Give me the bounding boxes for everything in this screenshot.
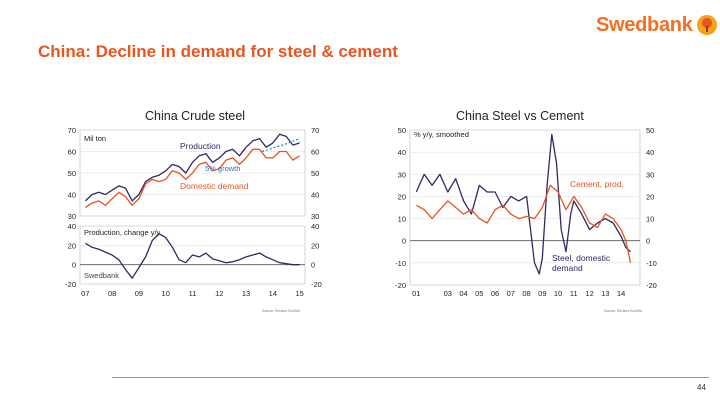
x-tick-label: 04: [459, 289, 467, 298]
y-tick-label: 20: [311, 241, 319, 250]
x-tick-label: 09: [135, 289, 143, 298]
logo-text: Swedbank: [596, 13, 693, 36]
x-tick-label: 05: [475, 289, 483, 298]
y-tick-label: -20: [311, 280, 322, 289]
y-tick-label: -20: [65, 280, 76, 289]
y-tick-label: 30: [398, 170, 406, 179]
y-tick-label: 50: [398, 126, 406, 135]
y-tick-label: 40: [311, 191, 319, 200]
y-tick-label: 40: [68, 222, 76, 231]
x-tick-label: 08: [108, 289, 116, 298]
swedbank-logo: Swedbank: [596, 10, 718, 40]
y-tick-label: 10: [398, 215, 406, 224]
oak-tree-icon: [696, 15, 717, 35]
label-5pct-growth: 5% growth: [205, 164, 240, 173]
y-tick-label: 40: [68, 191, 76, 200]
x-tick-label: 09: [538, 289, 546, 298]
y-tick-label: 0: [311, 261, 315, 270]
x-tick-label: 14: [617, 289, 625, 298]
y-tick-label: 10: [646, 215, 654, 224]
right-panel: [409, 129, 641, 286]
y-tick-label: -20: [395, 281, 406, 290]
right-ylabel: % y/y, smoothed: [414, 130, 469, 139]
footer-divider: [112, 377, 709, 378]
x-tick-label: 01: [412, 289, 420, 298]
y-tick-label: 30: [646, 170, 654, 179]
y-tick-label: 0: [402, 237, 406, 246]
left-top-y-ticks-right: 30 40 50 60 70: [311, 126, 319, 221]
y-tick-label: -10: [395, 259, 406, 268]
watermark-swedbank: Swedbank: [84, 271, 119, 280]
x-tick-label: 03: [444, 289, 452, 298]
right-y-ticks-right: -20 -10 0 10 20 30 40 50: [646, 126, 657, 290]
page-number: 44: [697, 383, 706, 392]
left-bottom-y-ticks-right: -20 0 20 40: [311, 222, 322, 289]
x-tick-label: 07: [81, 289, 89, 298]
y-tick-label: 40: [646, 148, 654, 157]
x-tick-label: 13: [242, 289, 250, 298]
y-tick-label: 30: [311, 212, 319, 221]
left-bottom-grid: [80, 225, 305, 285]
x-tick-label: 10: [162, 289, 170, 298]
y-tick-label: 40: [398, 148, 406, 157]
y-tick-label: 0: [646, 237, 650, 246]
left-top-y-ticks-left: 30 40 50 60 70: [68, 126, 76, 221]
x-tick-label: 13: [601, 289, 609, 298]
y-tick-label: 50: [311, 169, 319, 178]
y-tick-label: 30: [68, 212, 76, 221]
y-tick-label: 20: [646, 192, 654, 201]
left-chart-title: China Crude steel: [145, 109, 245, 123]
right-x-ticks: 01 03 04 05 06 07 08 09 10 11 12 13 14: [412, 289, 625, 298]
left-top-series: [84, 133, 300, 208]
chart-steel-vs-cement: China Steel vs Cement -20-1001020304050 …: [395, 109, 657, 313]
x-tick-label: 06: [491, 289, 499, 298]
x-tick-label: 11: [570, 289, 578, 298]
x-tick-label: 07: [507, 289, 515, 298]
x-tick-label: 08: [522, 289, 530, 298]
left-source: Source: Reuters EcoWin: [262, 309, 300, 313]
y-tick-label: -10: [646, 259, 657, 268]
y-tick-label: 50: [646, 126, 654, 135]
y-tick-label: 60: [68, 148, 76, 157]
right-source: Source: Reuters EcoWin: [604, 309, 642, 313]
label-production-change: Production, change y/y: [84, 228, 161, 237]
right-grid: [410, 129, 640, 286]
right-y-ticks-left: -20 -10 0 10 20 30 40 50: [395, 126, 406, 290]
label-production: Production: [180, 141, 221, 151]
y-tick-label: 50: [68, 169, 76, 178]
y-tick-label: 70: [311, 126, 319, 135]
y-tick-label: 60: [311, 148, 319, 157]
left-bottom-series: [85, 233, 300, 279]
slide-title: China: Decline in demand for steel & cem…: [38, 42, 398, 61]
label-domestic-demand: Domestic demand: [180, 181, 249, 191]
y-tick-label: 20: [68, 241, 76, 250]
x-tick-label: 15: [295, 289, 303, 298]
right-series: [415, 133, 632, 275]
left-ylabel: Mil ton: [84, 134, 106, 143]
x-tick-label: 12: [585, 289, 593, 298]
y-tick-label: 20: [398, 192, 406, 201]
label-cement-prod: Cement, prod.: [570, 179, 624, 189]
label-steel-demand: demand: [552, 263, 583, 273]
x-tick-label: 12: [215, 289, 223, 298]
x-tick-label: 10: [554, 289, 562, 298]
y-tick-label: 40: [311, 222, 319, 231]
label-steel-domestic: Steel, domestic: [552, 253, 611, 263]
right-chart-title: China Steel vs Cement: [456, 109, 584, 123]
y-tick-label: 0: [72, 261, 76, 270]
y-tick-label: 70: [68, 126, 76, 135]
y-tick-label: -20: [646, 281, 657, 290]
x-tick-label: 14: [269, 289, 277, 298]
left-bottom-y-ticks-left: -20 0 20 40: [65, 222, 76, 289]
left-x-ticks: 07 08 09 10 11 12 13 14 15: [81, 289, 304, 298]
x-tick-label: 11: [189, 289, 197, 298]
